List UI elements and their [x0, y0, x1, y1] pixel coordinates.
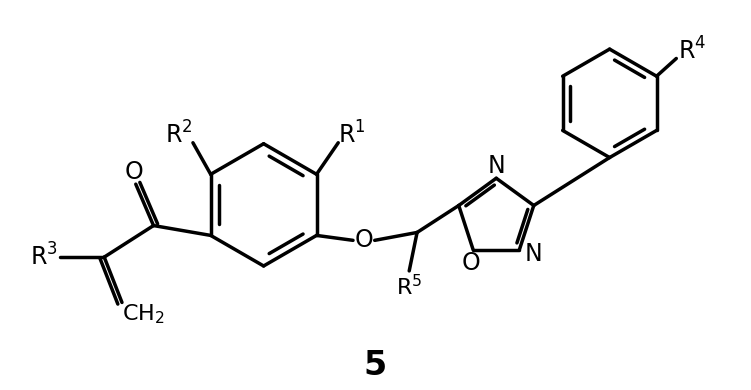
- Text: R$^3$: R$^3$: [30, 243, 58, 271]
- Text: CH$_2$: CH$_2$: [122, 303, 165, 326]
- Text: R$^2$: R$^2$: [165, 121, 193, 149]
- Text: R$^1$: R$^1$: [338, 121, 366, 149]
- Text: N: N: [524, 241, 542, 266]
- Text: R$^4$: R$^4$: [678, 37, 706, 64]
- Text: O: O: [354, 228, 373, 252]
- Text: 5: 5: [363, 349, 387, 382]
- Text: N: N: [487, 154, 505, 178]
- Text: R$^5$: R$^5$: [396, 274, 422, 299]
- Text: O: O: [462, 252, 481, 275]
- Text: O: O: [125, 160, 143, 184]
